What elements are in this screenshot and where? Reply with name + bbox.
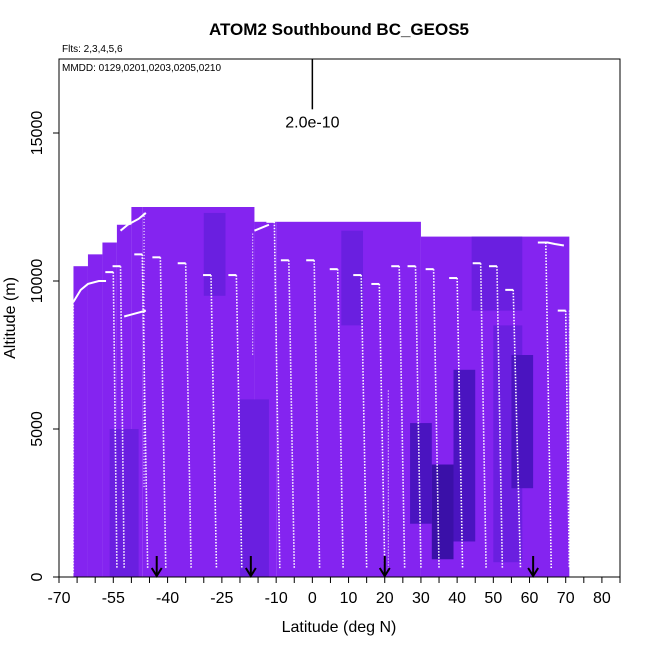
model-block — [142, 207, 255, 577]
x-tick-label: 60 — [521, 590, 539, 607]
flight-profile — [313, 260, 321, 569]
x-tick-label: 0 — [308, 590, 317, 607]
x-tick-label: 20 — [376, 590, 394, 607]
y-tick-label: 15000 — [29, 111, 46, 156]
model-block — [87, 254, 103, 578]
x-tick-label: -40 — [156, 590, 179, 607]
model-block — [131, 207, 143, 577]
flight-profile — [336, 269, 344, 569]
flight-profile — [512, 289, 522, 569]
flight-track — [72, 280, 107, 303]
model-block — [341, 230, 364, 326]
y-axis-label: Altitude (m) — [2, 277, 19, 359]
flight-profile — [159, 257, 167, 569]
scale-bar-label: 2.0e-10 — [285, 114, 339, 131]
flight-profile — [112, 272, 118, 569]
x-tick-label: -55 — [102, 590, 125, 607]
flight-track — [254, 223, 270, 232]
arrow-head — [244, 567, 257, 578]
x-tick-label: 40 — [448, 590, 466, 607]
model-block — [410, 423, 432, 524]
arrow-head — [527, 567, 539, 578]
flight-profile — [360, 275, 368, 569]
flight-profile — [564, 310, 571, 569]
flight-profile — [456, 278, 464, 569]
x-tick-label: 70 — [557, 590, 575, 607]
model-block — [431, 464, 454, 560]
flight-profile — [119, 266, 125, 569]
arrow-head — [150, 567, 163, 578]
y-tick-label: 10000 — [29, 259, 46, 304]
flight-profile — [288, 260, 296, 569]
x-axis-label: Latitude (deg N) — [282, 619, 397, 636]
flight-profile — [273, 221, 281, 569]
x-tick-label: -25 — [210, 590, 233, 607]
flight-profile — [432, 269, 440, 569]
x-tick-label: 30 — [412, 590, 430, 607]
model-block — [73, 266, 88, 577]
flight-profile — [378, 283, 386, 569]
model-block — [239, 399, 269, 577]
flight-track — [542, 241, 565, 247]
flight-profile — [141, 254, 149, 569]
latitude-arrows — [150, 556, 539, 578]
flight-profile — [414, 266, 422, 569]
flight-profile — [398, 266, 406, 569]
flight-profile — [235, 275, 243, 569]
flight-profile — [496, 266, 504, 569]
x-tick-label: -70 — [47, 590, 70, 607]
x-axis: -70 -55 -40 -25 -10 0 10 20 30 40 50 60 70 80 — [47, 576, 621, 607]
y-tick-label: 5000 — [29, 411, 46, 447]
dates-label: MMDD: 0129,0201,0203,0205,0210 — [62, 63, 221, 74]
flight-track — [119, 212, 147, 232]
flight-profile — [210, 275, 218, 569]
x-tick-label: -10 — [265, 590, 288, 607]
x-tick-label: 50 — [484, 590, 502, 607]
arrow-head — [378, 567, 391, 578]
model-block — [203, 212, 226, 296]
y-tick-label: 0 — [29, 572, 46, 581]
flight-track — [123, 309, 147, 318]
chart-title: ATOM2 Southbound BC_GEOS5 — [209, 20, 469, 39]
x-tick-label: 10 — [340, 590, 358, 607]
flights-label: Flts: 2,3,4,5,6 — [62, 44, 123, 55]
y-axis: 0 5000 10000 15000 — [29, 111, 59, 581]
flight-profile — [545, 242, 553, 569]
plot-area — [72, 207, 571, 578]
x-tick-label: 80 — [593, 590, 611, 607]
scale-bar: 2.0e-10 — [285, 59, 340, 131]
model-block — [453, 369, 476, 542]
